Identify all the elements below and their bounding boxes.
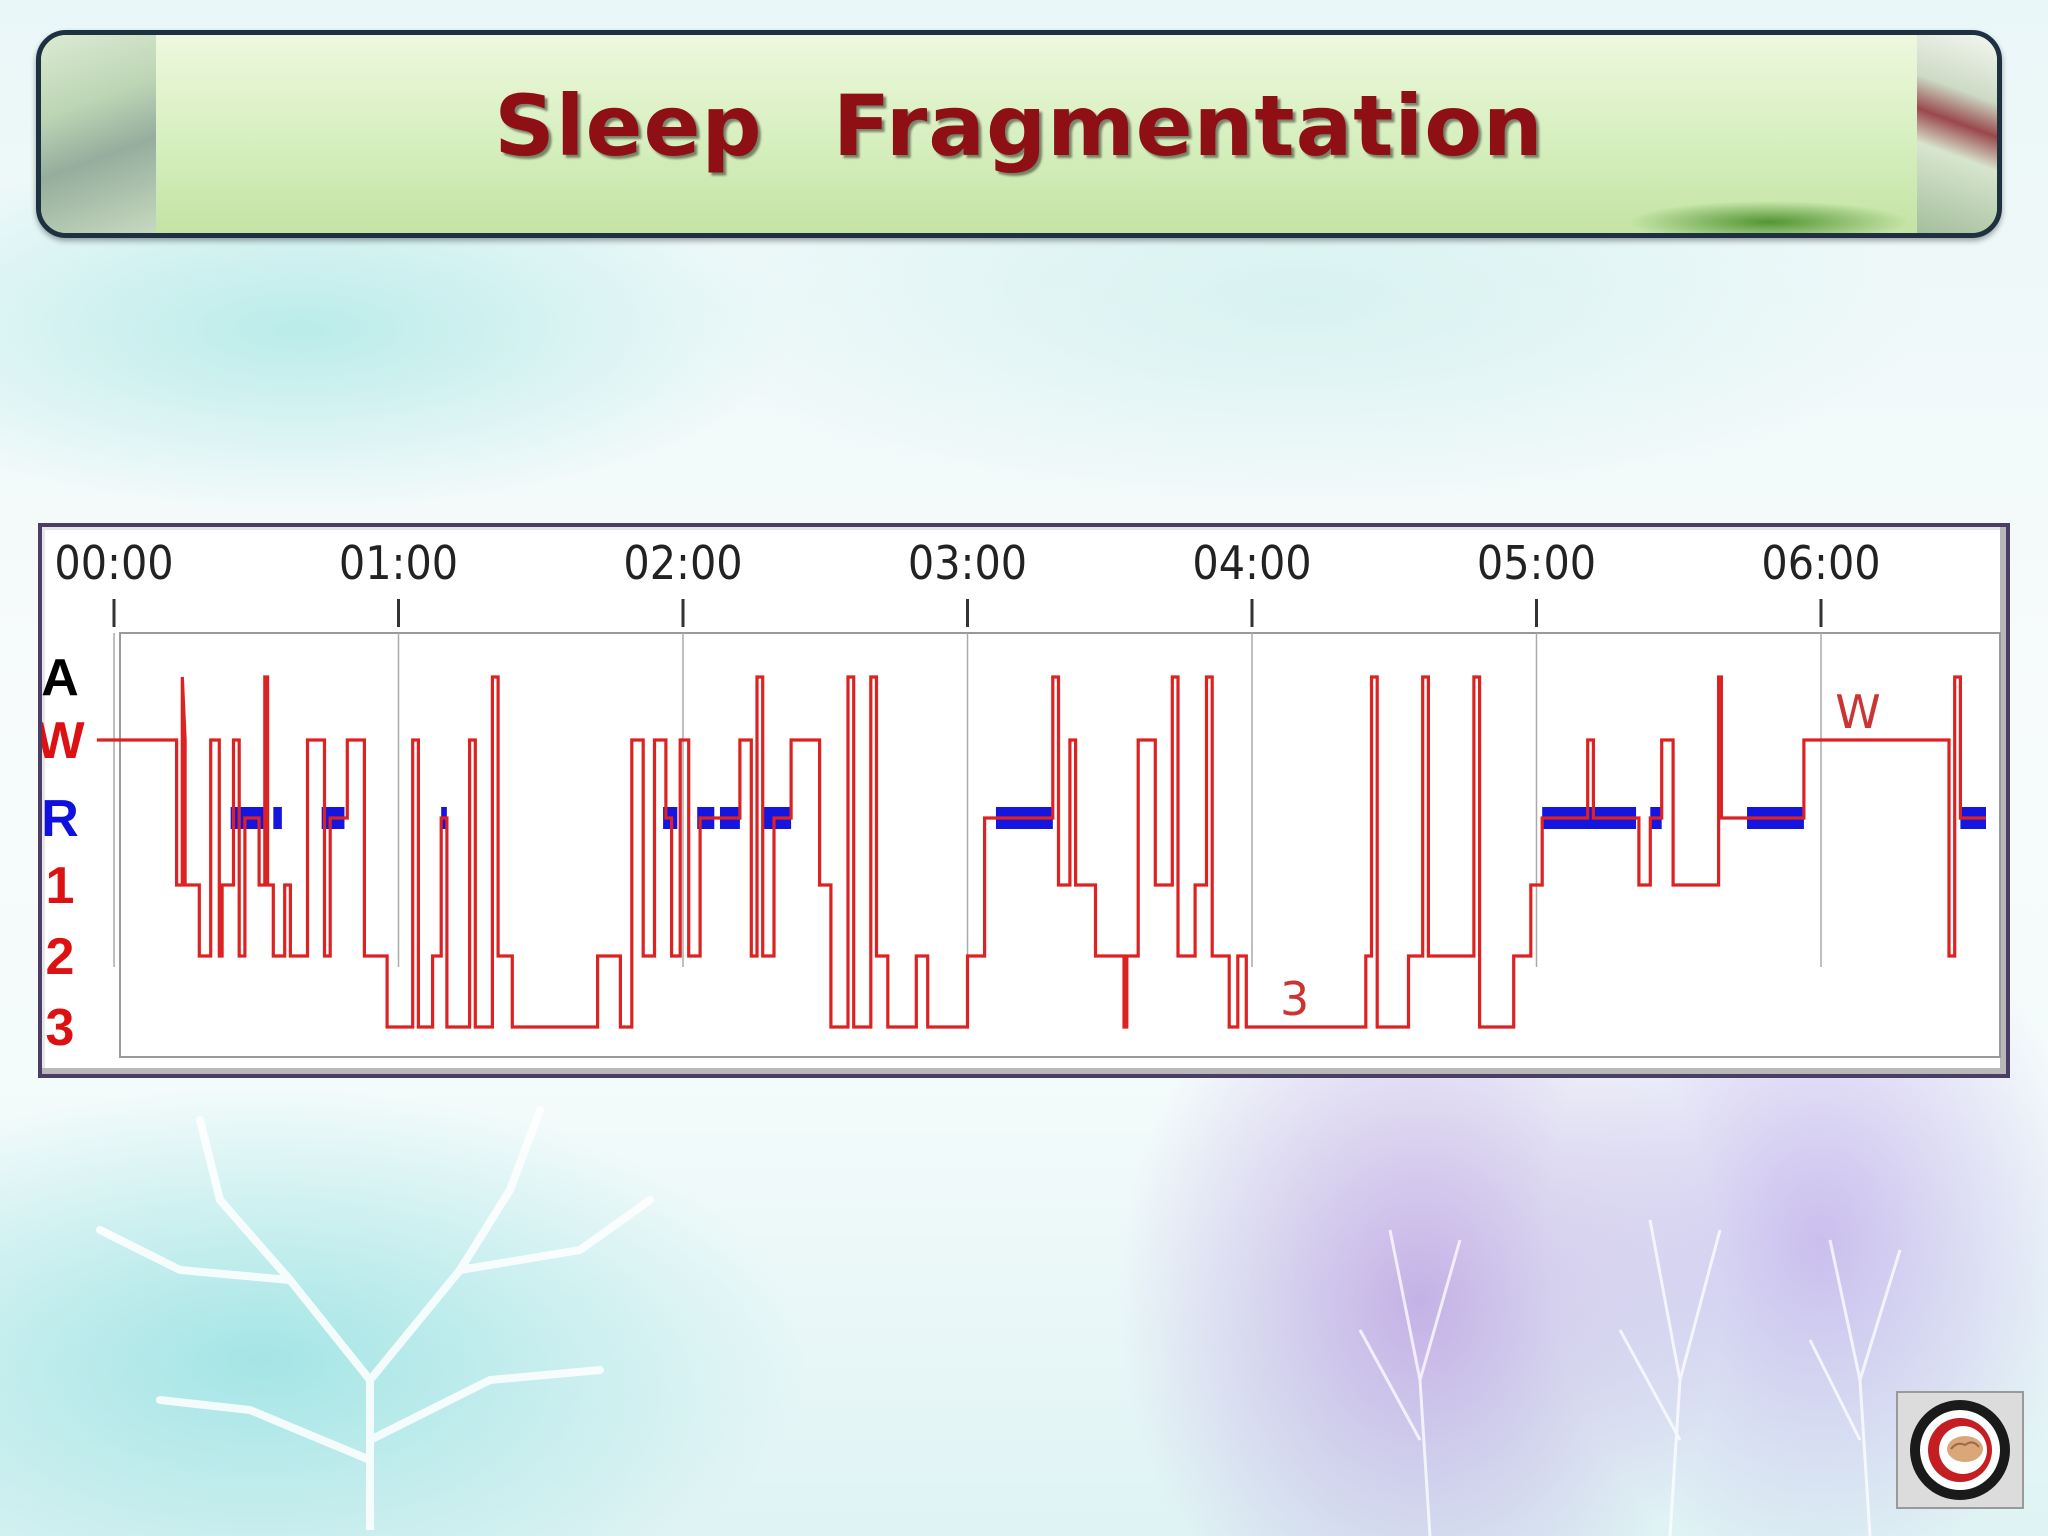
stage-label: W: [42, 712, 85, 770]
x-tick-label: 00:00: [54, 536, 173, 590]
stage-annotation: W: [1835, 685, 1880, 739]
hypnogram-chart: 00:00 01:00 02:00 03:00 04:00 05:00 06:00 A W R 1 2…: [38, 523, 2010, 1078]
tree-decoration-left: [96, 1106, 654, 1530]
stage-annotation: 3: [1280, 972, 1309, 1026]
x-tick-label: 04:00: [1192, 536, 1311, 590]
stage-label: 3: [46, 999, 75, 1057]
x-tick-label: 03:00: [908, 536, 1027, 590]
x-tick-label: 06:00: [1761, 536, 1880, 590]
university-logo: [1896, 1391, 2024, 1509]
stage-label: 2: [46, 928, 75, 986]
hypnogram-plot: 00:00 01:00 02:00 03:00 04:00 05:00 06:00AWR12…: [42, 536, 2001, 1058]
x-tick-label: 02:00: [623, 536, 742, 590]
x-tick-label: 05:00: [1477, 536, 1596, 590]
title-banner: Sleep Fragmentation: [36, 30, 2002, 238]
tree-decoration-right: [1358, 1219, 1902, 1536]
banner-decoration-left: [41, 35, 156, 233]
rem-band: [273, 807, 282, 829]
stage-label: 1: [46, 857, 75, 915]
logo-emblem-icon: [1910, 1400, 2010, 1500]
slide-title: Sleep Fragmentation: [494, 77, 1544, 175]
stage-label: R: [42, 790, 79, 848]
stage-label: A: [42, 649, 79, 707]
hypnogram-trace: [96, 675, 1986, 1029]
banner-leaves-decoration: [1517, 178, 1937, 233]
x-tick-label: 01:00: [339, 536, 458, 590]
